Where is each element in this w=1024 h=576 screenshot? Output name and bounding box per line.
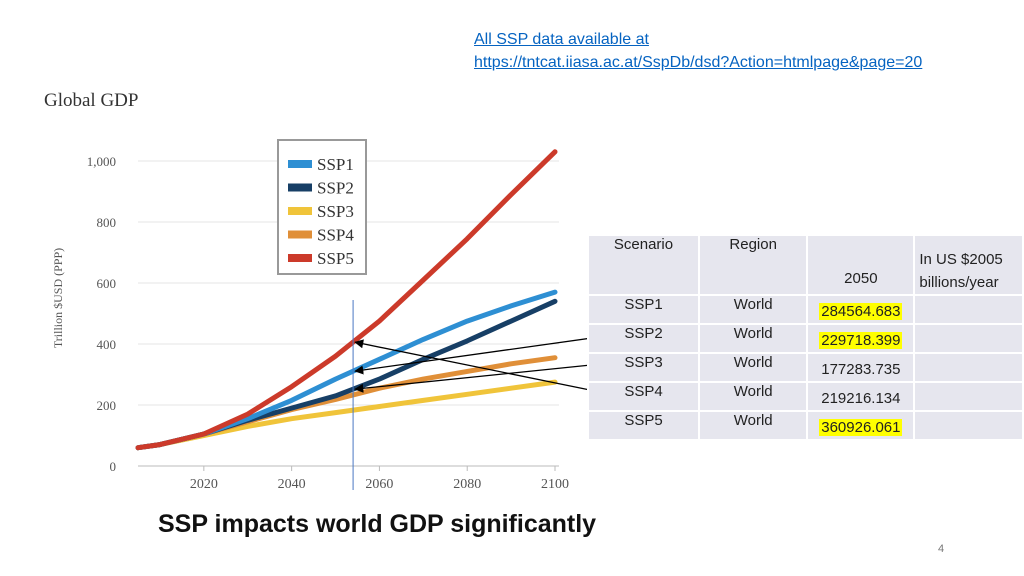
legend-label: SSP4 [317, 226, 354, 245]
x-tick-label: 2080 [453, 477, 481, 492]
cell-value: 177283.735 [806, 352, 916, 383]
cell-scenario: SSP3 [587, 352, 700, 383]
legend-label: SSP3 [317, 202, 354, 221]
y-tick-label: 200 [97, 398, 117, 413]
legend-swatch [288, 160, 312, 168]
y-tick-label: 1,000 [87, 154, 116, 169]
header-units-label: In US $2005 billions/year [919, 251, 1003, 291]
series-line-ssp5 [135, 149, 558, 451]
value-highlighted: 229718.399 [819, 332, 903, 349]
table-row: SSP1 World 284564.683 [587, 294, 1024, 325]
cell-empty [913, 410, 1024, 441]
header-region: Region [697, 234, 809, 296]
legend: SSP1 SSP2 SSP3 SSP4 SSP5 [277, 139, 367, 275]
legend-label: SSP2 [317, 179, 354, 198]
value-plain: 177283.735 [821, 361, 901, 378]
source-link-label[interactable]: All SSP data available at [474, 31, 649, 48]
y-tick-label: 600 [97, 276, 117, 291]
cell-scenario: SSP4 [587, 381, 700, 412]
x-tick-label: 2020 [190, 477, 218, 492]
value-highlighted: 284564.683 [819, 303, 903, 320]
value-highlighted: 360926.061 [819, 419, 903, 436]
cell-empty [913, 381, 1024, 412]
cell-scenario: SSP2 [587, 323, 700, 354]
header-scenario: Scenario [587, 234, 700, 296]
y-tick-label: 400 [97, 337, 117, 352]
x-tick-label: 2040 [278, 477, 306, 492]
legend-swatch [288, 254, 312, 262]
cell-region: World [697, 381, 809, 412]
cell-value: 219216.134 [806, 381, 916, 412]
y-tick-label: 0 [110, 459, 117, 474]
x-tick-label: 2100 [541, 477, 569, 492]
x-ticks: 2020 2040 2060 2080 2100 [190, 477, 569, 492]
cell-scenario: SSP5 [587, 410, 700, 441]
cell-region: World [697, 410, 809, 441]
header-units: In US $2005 billions/year [913, 234, 1024, 296]
page-number: 4 [938, 543, 945, 555]
chart-title: Global GDP [44, 90, 138, 111]
table-header-row: Scenario Region 2050 In US $2005 billion… [587, 234, 1024, 296]
source-link-block: All SSP data available at https://tntcat… [474, 28, 922, 74]
ssp-data-table: Scenario Region 2050 In US $2005 billion… [587, 234, 1024, 441]
cell-value: 360926.061 [806, 410, 916, 441]
cell-value: 229718.399 [806, 323, 916, 354]
series-lines [135, 149, 558, 451]
cell-scenario: SSP1 [587, 294, 700, 325]
legend-swatch [288, 230, 312, 239]
cell-empty [913, 294, 1024, 325]
cell-empty [913, 352, 1024, 383]
header-year-label: 2050 [844, 270, 878, 287]
y-ticks: 0 200 400 600 800 1,000 [87, 154, 116, 474]
table-row: SSP4 World 219216.134 [587, 381, 1024, 412]
chart-ylabel: Trillion $USD (PPP) [51, 248, 65, 348]
legend-label: SSP1 [317, 155, 354, 174]
table-row: SSP2 World 229718.399 [587, 323, 1024, 354]
cell-region: World [697, 294, 809, 325]
source-link-url[interactable]: https://tntcat.iiasa.ac.at/SspDb/dsd?Act… [474, 54, 923, 71]
cell-region: World [697, 352, 809, 383]
header-year: 2050 [806, 234, 916, 296]
legend-swatch [288, 183, 312, 192]
cell-value: 284564.683 [806, 294, 916, 325]
value-plain: 219216.134 [821, 390, 901, 407]
legend-label: SSP5 [317, 249, 354, 268]
table-row: SSP3 World 177283.735 [587, 352, 1024, 383]
cell-empty [913, 323, 1024, 354]
legend-swatch [288, 207, 312, 215]
slide-caption: SSP impacts world GDP significantly [158, 510, 597, 538]
y-tick-label: 800 [97, 215, 117, 230]
table-row: SSP5 World 360926.061 [587, 410, 1024, 441]
x-tick-label: 2060 [365, 477, 393, 492]
cell-region: World [697, 323, 809, 354]
